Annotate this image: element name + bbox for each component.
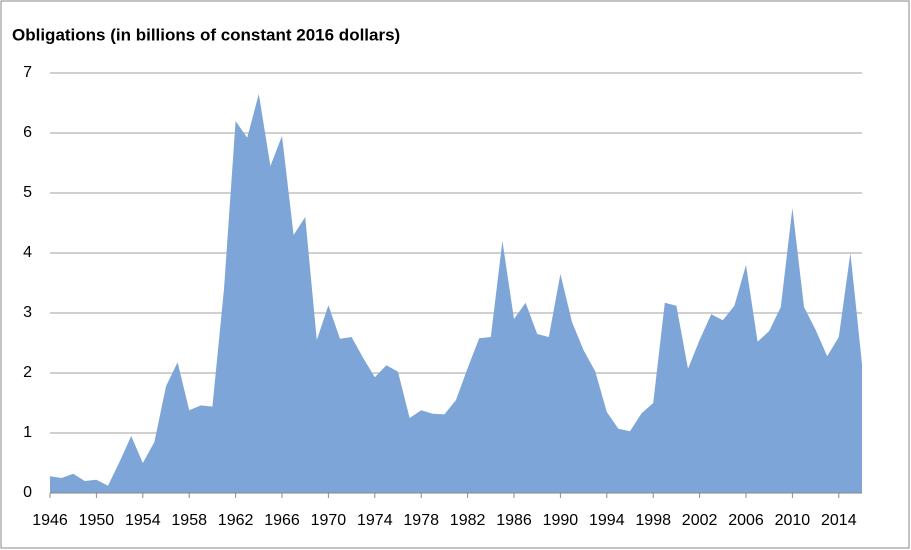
x-tick-label: 1990 [543,512,579,529]
area [50,94,862,493]
x-tick-label: 2010 [775,512,811,529]
x-tick-label: 1994 [589,512,625,529]
x-tick-label: 1962 [218,512,254,529]
x-tick-label: 1954 [125,512,161,529]
x-tick-label: 1946 [32,512,68,529]
x-tick-label: 1958 [171,512,207,529]
x-tick-label: 1970 [311,512,347,529]
y-tick-label: 1 [23,424,32,441]
x-tick-label: 1950 [79,512,115,529]
y-tick-label: 2 [23,364,32,381]
x-tick-label: 1982 [450,512,486,529]
chart-title: Obligations (in billions of constant 201… [12,25,400,44]
x-tick-label: 1986 [496,512,532,529]
x-tick-label: 1998 [635,512,671,529]
y-tick-label: 6 [23,124,32,141]
x-tick-label: 2014 [821,512,857,529]
y-tick-label: 0 [23,484,32,501]
x-tick-label: 1978 [403,512,439,529]
x-tick-label: 1974 [357,512,393,529]
x-tick-label: 1966 [264,512,300,529]
y-tick-label: 3 [23,304,32,321]
y-tick-label: 5 [23,184,32,201]
x-tick-label: 2006 [728,512,764,529]
y-tick-label: 4 [23,244,32,261]
y-tick-label: 7 [23,64,32,81]
x-tick-label: 2002 [682,512,718,529]
